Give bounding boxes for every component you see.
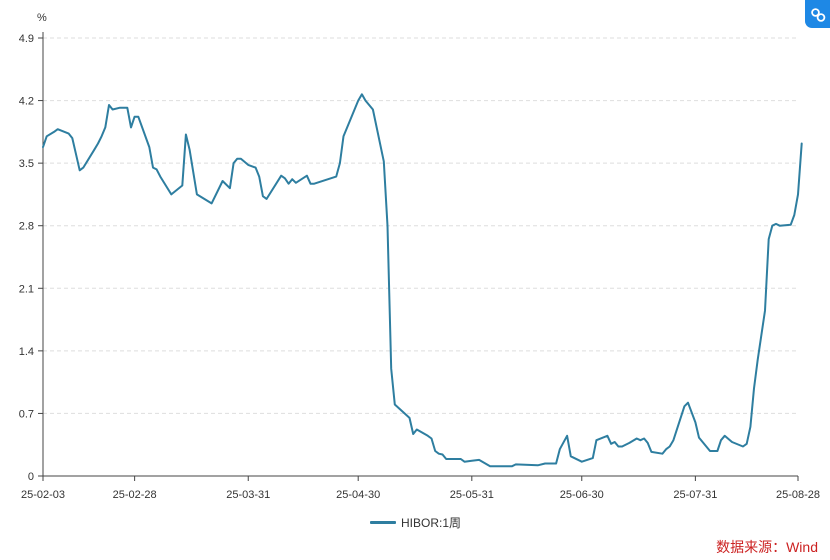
y-axis-unit-label: %: [37, 12, 47, 24]
y-tick-label: 2.1: [19, 283, 34, 295]
x-tick-label: 25-03-31: [226, 489, 270, 501]
x-tick-label: 25-06-30: [560, 489, 604, 501]
x-tick-label: 25-08-28: [776, 489, 820, 501]
legend-swatch: [370, 520, 396, 524]
series-line-hibor-1w: [42, 93, 803, 468]
chart-axes: [38, 32, 799, 481]
chart-gridlines: [43, 37, 798, 414]
y-tick-label: 0.7: [19, 408, 34, 420]
chart-axis-labels: 0 0.7 1.4 2.1 2.8 3.5 4.2 4.9 25-02-03 25-02-28 25…: [19, 33, 820, 501]
y-tick-label: 1.4: [19, 346, 34, 358]
y-tick-label: 4.9: [19, 33, 34, 45]
y-tick-label: 4.2: [19, 96, 34, 108]
x-tick-label: 25-05-31: [450, 489, 494, 501]
chart-share-button[interactable]: [805, 0, 830, 28]
chart-series-layer: [42, 93, 803, 468]
y-tick-label: 3.5: [19, 158, 34, 170]
x-tick-label: 25-02-03: [21, 489, 65, 501]
x-tick-label: 25-02-28: [113, 489, 157, 501]
x-tick-label: 25-07-31: [673, 489, 717, 501]
chart-share-icon: [810, 8, 825, 22]
x-tick-label: 25-04-30: [336, 489, 380, 501]
data-source-note: 数据来源：Wind: [716, 539, 818, 555]
y-tick-label: 2.8: [19, 221, 34, 233]
chart-legend[interactable]: HIBOR:1周: [370, 514, 461, 530]
legend-label: HIBOR:1周: [401, 515, 462, 530]
y-tick-label: 0: [28, 471, 34, 483]
